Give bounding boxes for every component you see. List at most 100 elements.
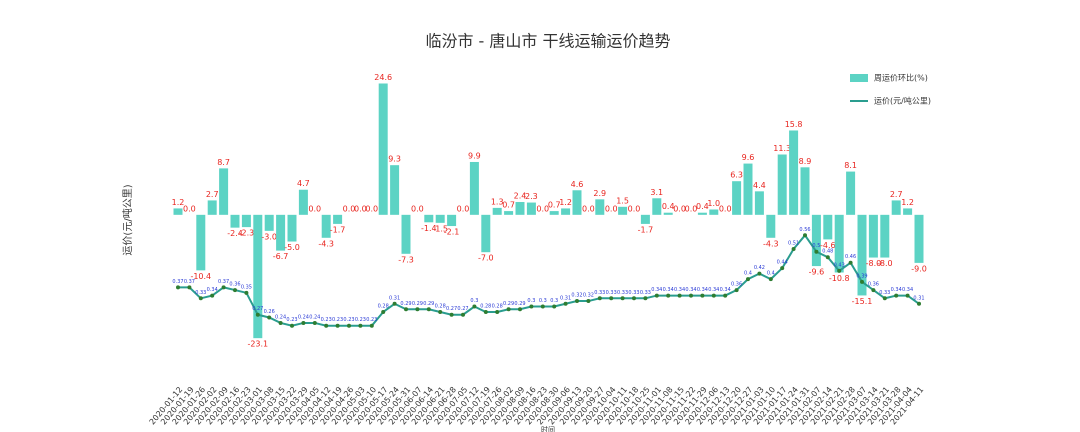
- bar-value-label: -8.0: [866, 259, 882, 268]
- line-value-label: 0.43: [834, 262, 845, 268]
- line-value-label: 0.28: [480, 304, 491, 310]
- line-point: [666, 293, 671, 298]
- bar: [549, 211, 559, 215]
- line-value-label: 0.34: [674, 287, 685, 293]
- line-point: [882, 296, 887, 301]
- bar: [435, 214, 445, 223]
- bar-value-label: -10.8: [829, 274, 850, 283]
- bar-value-label: 9.9: [468, 151, 481, 160]
- line-value-label: 0.34: [685, 287, 696, 293]
- bar-value-label: 0.0: [628, 204, 641, 213]
- line-value-label: 0.32: [583, 293, 594, 299]
- line-value-label: 0.24: [275, 314, 286, 320]
- line-value-label: 0.34: [708, 287, 719, 293]
- bar-value-label: 2.9: [593, 189, 606, 198]
- line-value-label: 0.34: [891, 287, 902, 293]
- line-point: [757, 271, 762, 276]
- bar-value-label: -1.5: [432, 224, 448, 233]
- line-value-label: 0.28: [378, 304, 389, 310]
- line-point: [791, 247, 796, 251]
- line-value-label: 0.24: [298, 314, 309, 320]
- line-value-label: 0.23: [286, 317, 297, 323]
- line-value-label: 0.34: [207, 287, 218, 293]
- line-value-label: 0.29: [412, 301, 423, 307]
- bar: [504, 211, 514, 215]
- line-value-label: 0.26: [264, 309, 275, 315]
- line-point: [244, 290, 249, 295]
- bar-value-label: -4.3: [763, 239, 779, 248]
- bar-value-label: 0.0: [685, 204, 698, 213]
- bar-value-label: 2.7: [206, 190, 219, 199]
- bar: [732, 181, 742, 215]
- bar-value-label: -7.0: [478, 254, 494, 263]
- bar-value-label: -15.1: [852, 297, 873, 306]
- line-value-label: 0.31: [389, 295, 400, 301]
- bar: [253, 214, 263, 339]
- line-value-label: 0.42: [754, 265, 765, 271]
- line-value-label: 0.31: [913, 295, 924, 301]
- line-point: [677, 293, 682, 298]
- bar: [903, 208, 913, 215]
- line-point: [837, 268, 842, 273]
- line-point: [483, 310, 488, 314]
- bar: [697, 212, 707, 215]
- line-value-label: 0.56: [799, 227, 810, 233]
- line-value-label: 0.23: [366, 317, 377, 323]
- line-point: [871, 288, 876, 293]
- bar: [663, 212, 673, 215]
- y-axis-label: 运价(元/吨公里): [121, 184, 134, 255]
- bar: [173, 208, 183, 215]
- bar-value-label: 0.0: [457, 204, 470, 213]
- line-value-label: 0.33: [606, 290, 617, 296]
- bar-value-label: 2.4: [514, 192, 527, 201]
- bar: [424, 214, 434, 223]
- bar-value-label: -6.7: [273, 252, 289, 261]
- line-value-label: 0.23: [355, 317, 366, 323]
- line-value-label: 0.36: [731, 282, 742, 288]
- bar-value-label: -2.3: [239, 229, 255, 238]
- line-point: [894, 293, 899, 298]
- line-point: [905, 293, 910, 298]
- bar: [219, 168, 229, 215]
- line-point: [176, 285, 180, 290]
- line-point: [221, 285, 226, 290]
- line-value-label: 0.24: [309, 314, 320, 320]
- line-value-label: 0.27: [446, 306, 457, 312]
- bar-value-label: 1.2: [901, 198, 914, 207]
- line-point: [711, 293, 716, 298]
- line-value-label: 0.4: [744, 271, 752, 277]
- line-point: [825, 255, 830, 260]
- line-point: [518, 307, 522, 312]
- bar-value-label: 0.0: [343, 204, 356, 213]
- line-value-label: 0.34: [902, 287, 913, 293]
- line-value-label: 0.37: [218, 279, 229, 285]
- bar-value-label: 0.0: [308, 204, 321, 213]
- line-point: [324, 323, 329, 328]
- line-value-label: 0.33: [195, 290, 206, 296]
- bar-value-label: 1.3: [491, 197, 504, 206]
- bar-value-label: 2.7: [890, 190, 903, 199]
- bar-value-label: -8.0: [877, 259, 893, 268]
- line-point: [723, 293, 728, 298]
- line-value-label: 0.27: [252, 306, 263, 312]
- line-point: [449, 312, 454, 317]
- line-point: [404, 307, 408, 312]
- bar: [276, 214, 286, 251]
- line-value-label: 0.5: [812, 243, 820, 249]
- line-point: [392, 301, 397, 306]
- line-point: [358, 323, 363, 328]
- bar: [264, 214, 274, 231]
- bar-value-label: 6.3: [730, 171, 743, 180]
- bar: [652, 198, 662, 215]
- bar-value-label: -2.4: [227, 229, 243, 238]
- line-point: [848, 260, 853, 265]
- bar-value-label: -4.3: [318, 239, 334, 248]
- bar: [789, 130, 799, 215]
- bar: [298, 189, 308, 215]
- line-value-label: 0.3: [539, 298, 547, 304]
- bar-value-label: 4.7: [297, 179, 310, 188]
- line-point: [803, 233, 807, 238]
- line-point: [210, 293, 215, 298]
- bar-value-label: 0.0: [673, 204, 686, 213]
- line-point: [597, 296, 602, 301]
